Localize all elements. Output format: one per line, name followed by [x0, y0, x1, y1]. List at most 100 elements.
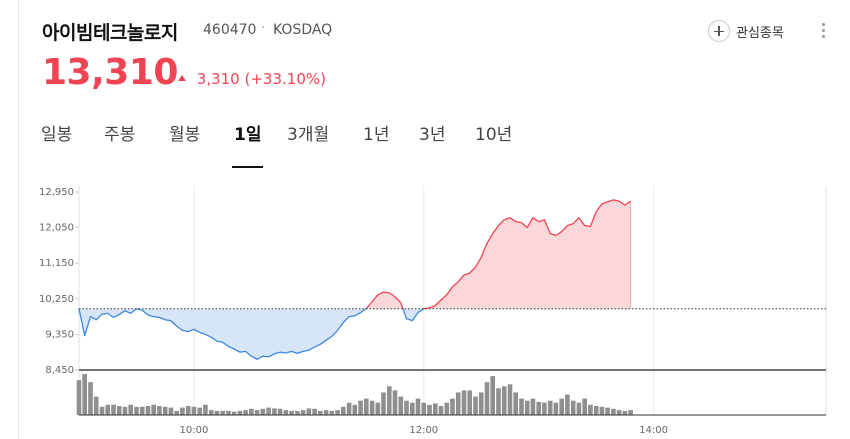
- volume-bar: [565, 394, 570, 415]
- volume-bar: [254, 410, 260, 415]
- current-price: 13,310: [42, 52, 178, 93]
- price-change: 3,310 (+33.10%): [178, 70, 326, 88]
- volume-bar: [185, 406, 191, 415]
- change-percent: (+33.10%): [244, 70, 326, 88]
- more-vertical-icon[interactable]: [822, 23, 826, 41]
- volume-bar: [570, 400, 576, 415]
- volume-bar: [381, 392, 386, 415]
- tab-weekly[interactable]: 주봉: [104, 125, 136, 145]
- panel-left-border: [18, 0, 19, 439]
- volume-bar: [82, 374, 87, 415]
- volume-bar: [358, 400, 363, 415]
- price-line-up: [423, 199, 631, 310]
- volume-bar: [283, 410, 289, 415]
- volume-bar: [214, 410, 220, 415]
- volume-bar: [197, 407, 202, 415]
- tab-daily[interactable]: 일봉: [41, 125, 73, 145]
- volume-bar: [312, 408, 317, 415]
- volume-bar: [151, 404, 156, 416]
- tab-1day[interactable]: 1일: [234, 125, 262, 145]
- volume-bar: [162, 406, 168, 415]
- x-tick-label: 12:00: [409, 425, 438, 436]
- volume-bar: [88, 382, 93, 415]
- volume-bar: [93, 396, 99, 415]
- x-tick-label: 14:00: [639, 425, 668, 436]
- volume-bar: [237, 410, 243, 415]
- volume-bar: [226, 410, 231, 415]
- price-line-down: [136, 308, 367, 360]
- volume-bar: [134, 406, 139, 415]
- volume-bar: [415, 398, 421, 415]
- active-tab-underline: [232, 166, 263, 168]
- volume-bar: [99, 406, 105, 415]
- y-tick-label: 12,950: [39, 187, 74, 198]
- change-amount: 3,310: [196, 70, 240, 88]
- volume-bar: [588, 404, 593, 416]
- volume-bar: [507, 384, 513, 416]
- tab-3years[interactable]: 3년: [419, 125, 446, 145]
- volume-bar: [306, 408, 312, 415]
- volume-bar: [341, 406, 346, 415]
- intraday-price-chart[interactable]: 12,950 12,050 11,150 10,250 9,350 8,450 10:00 1…: [0, 178, 850, 439]
- volume-bar: [145, 406, 151, 415]
- volume-bar: [76, 380, 82, 416]
- volume-bar: [461, 390, 467, 415]
- volume-bar: [616, 410, 622, 415]
- price-line-down: [78, 308, 137, 337]
- tab-monthly[interactable]: 월봉: [169, 125, 201, 145]
- volume-bar: [105, 404, 110, 416]
- volume-bar: [576, 402, 582, 415]
- tab-10years[interactable]: 10년: [475, 125, 513, 145]
- gain-area-fill: [366, 292, 403, 309]
- volume-bar: [501, 386, 507, 415]
- separator-dot: ·: [261, 20, 266, 36]
- volume-bar: [593, 406, 599, 415]
- volume-bar: [289, 410, 294, 415]
- volume-bar: [249, 408, 254, 415]
- x-tick-label: 10:00: [180, 425, 209, 436]
- volume-bar: [260, 408, 266, 415]
- volume-bar: [180, 407, 185, 415]
- add-favorite-button[interactable]: 관심종목: [708, 18, 784, 44]
- volume-bar: [174, 410, 179, 415]
- volume-bar: [536, 401, 541, 415]
- price-line-down: [402, 308, 425, 322]
- volume-bar: [231, 411, 237, 415]
- volume-bar: [605, 407, 610, 415]
- volume-bar: [524, 400, 530, 415]
- volume-bar: [519, 398, 524, 415]
- volume-bar: [473, 396, 478, 415]
- price-line-up: [365, 291, 404, 310]
- volume-bar: [335, 410, 340, 415]
- volume-bar: [300, 410, 306, 415]
- volume-bar: [375, 402, 381, 415]
- volume-bar: [478, 392, 484, 415]
- volume-bar: [513, 392, 518, 415]
- tab-1year[interactable]: 1년: [363, 125, 390, 145]
- volume-bar: [266, 407, 271, 415]
- volume-bar: [628, 410, 633, 415]
- volume-bar: [157, 406, 162, 415]
- volume-bar: [191, 406, 197, 415]
- volume-bar: [369, 400, 375, 415]
- volume-bar: [490, 376, 495, 415]
- volume-bar: [421, 402, 427, 415]
- volume-bar: [622, 410, 628, 415]
- y-tick-label: 9,350: [45, 329, 74, 340]
- volume-bar: [203, 404, 208, 416]
- volume-bar: [599, 406, 605, 415]
- gain-area-fill: [423, 199, 631, 309]
- volume-bar: [168, 407, 174, 415]
- y-tick-label: 12,050: [39, 223, 74, 234]
- volume-bar: [220, 410, 225, 415]
- loss-area-fill: [136, 308, 367, 360]
- volume-bar: [364, 398, 369, 415]
- volume-bar: [128, 404, 133, 416]
- tab-3months[interactable]: 3개월: [287, 125, 330, 145]
- up-arrow-icon: [178, 75, 186, 81]
- volume-bar: [295, 410, 300, 415]
- volume-bar: [450, 398, 455, 415]
- volume-bar: [346, 402, 352, 415]
- stock-name: 아이빔테크놀로지: [42, 22, 178, 44]
- volume-bar: [116, 406, 122, 415]
